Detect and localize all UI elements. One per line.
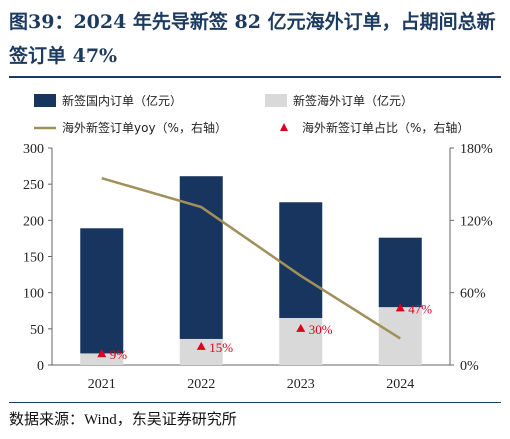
y-left-tick-label: 200 [23, 214, 44, 229]
bar-domestic [179, 176, 223, 339]
legend-swatch-overseas [265, 94, 287, 107]
marker-overseas-share [296, 323, 306, 332]
legend-label-share: 海外新签订单占比（%，右轴） [302, 120, 469, 135]
bar-domestic [279, 202, 323, 318]
legend-marker-share [280, 123, 288, 131]
data-label-overseas-share: 30% [309, 322, 333, 337]
line-overseas-yoy [101, 176, 401, 340]
source-rule [9, 402, 501, 403]
y-right-tick-label: 60% [460, 287, 486, 302]
marker-overseas-share [196, 341, 206, 350]
y-left-tick-label: 300 [23, 142, 44, 157]
y-left-tick-label: 250 [23, 178, 44, 193]
source-note: 数据来源：Wind，东吴证券研究所 [9, 412, 237, 428]
y-left-tick-label: 150 [23, 251, 44, 266]
legend-label-domestic: 新签国内订单（亿元） [62, 93, 182, 108]
legend-label-yoy: 海外新签订单yoy（%，右轴） [62, 120, 227, 135]
y-right-tick-label: 120% [460, 214, 493, 229]
bar-domestic [80, 228, 124, 354]
x-tick-label: 2021 [88, 377, 116, 392]
x-tick-label: 2023 [287, 377, 315, 392]
y-left-tick-label: 100 [23, 287, 44, 302]
bar-overseas [378, 307, 422, 365]
data-label-overseas-share: 47% [408, 301, 432, 316]
x-tick-label: 2024 [386, 377, 414, 392]
legend-swatch-domestic [34, 94, 56, 107]
title-rule [9, 76, 501, 78]
marker-overseas-share [395, 303, 405, 312]
bar-domestic [378, 237, 422, 308]
y-left-tick-label: 0 [37, 359, 44, 374]
bar-overseas [80, 353, 124, 365]
y-right-tick-label: 180% [460, 142, 493, 157]
y-right-tick-label: 0% [460, 359, 479, 374]
figure-title: 图39：2024 年先导新签 82 亿元海外订单，占期间总新签订单 47% [9, 11, 496, 67]
marker-overseas-share [97, 349, 107, 358]
x-tick-label: 2022 [187, 377, 215, 392]
y-left-tick-label: 50 [30, 323, 44, 338]
data-label-overseas-share: 9% [110, 347, 128, 362]
legend-label-overseas: 新签海外订单（亿元） [293, 93, 413, 108]
data-label-overseas-share: 15% [209, 340, 233, 355]
